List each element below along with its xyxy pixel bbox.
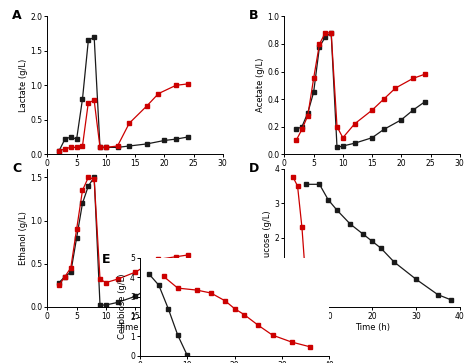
Y-axis label: Lactate (g/L): Lactate (g/L) — [18, 59, 27, 112]
X-axis label: Time (h): Time (h) — [118, 323, 153, 333]
Y-axis label: Cellobiose (g/L): Cellobiose (g/L) — [118, 274, 128, 339]
Y-axis label: Acetate (g/L): Acetate (g/L) — [255, 58, 264, 113]
X-axis label: Time (h): Time (h) — [355, 171, 390, 180]
Text: C: C — [12, 162, 21, 175]
Y-axis label: Ethanol (g/L): Ethanol (g/L) — [18, 211, 27, 265]
X-axis label: Time (h): Time (h) — [355, 323, 390, 333]
Text: E: E — [102, 253, 110, 266]
X-axis label: Time (h): Time (h) — [118, 171, 153, 180]
Y-axis label: Glucose (g/L): Glucose (g/L) — [263, 210, 272, 266]
Text: A: A — [12, 9, 22, 23]
Text: B: B — [249, 9, 259, 23]
Text: D: D — [249, 162, 260, 175]
